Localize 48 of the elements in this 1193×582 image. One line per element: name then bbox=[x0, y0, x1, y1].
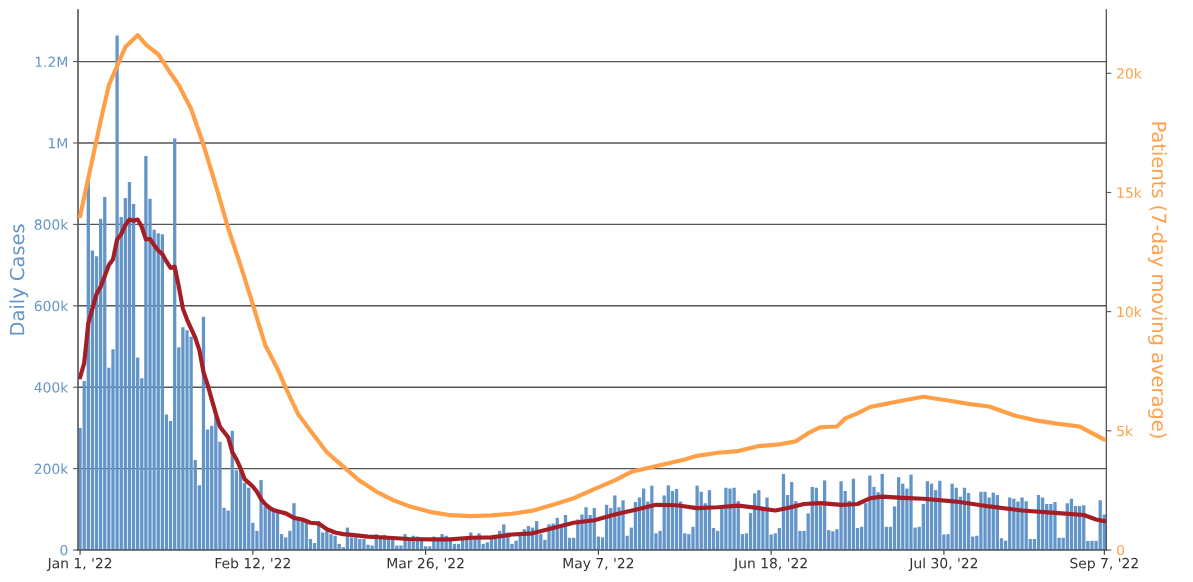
y2-tick-label: 20k bbox=[1117, 68, 1142, 79]
x-tick-label: May 7, '22 bbox=[563, 557, 634, 572]
bar bbox=[1020, 497, 1024, 550]
bar bbox=[127, 182, 132, 550]
y-tick-label: 0 bbox=[60, 544, 68, 556]
y-tick-label: 1M bbox=[49, 138, 67, 149]
bar bbox=[983, 491, 987, 550]
y-tick-label: 1.2M bbox=[35, 56, 67, 67]
x-tick-label: Mar 26, '22 bbox=[387, 557, 464, 570]
bar bbox=[333, 535, 337, 550]
y2-tick-label: 15k bbox=[1117, 187, 1142, 198]
bar bbox=[728, 488, 732, 550]
x-tick-label: Jul 30, '22 bbox=[908, 557, 978, 571]
bar bbox=[950, 483, 954, 550]
y2-tick-label: 0 bbox=[1117, 544, 1125, 556]
bar bbox=[839, 481, 843, 550]
bar bbox=[181, 327, 185, 550]
bar bbox=[868, 475, 872, 550]
y-tick-label: 200k bbox=[34, 463, 69, 475]
x-tick-label: Jan 1, '22 bbox=[46, 557, 112, 571]
bar bbox=[1090, 540, 1094, 550]
bar bbox=[979, 491, 983, 550]
bar bbox=[621, 500, 625, 550]
y-axis-title: Daily Cases bbox=[9, 224, 29, 335]
y2-axis-title: Patients (7-day moving average) bbox=[1148, 122, 1167, 438]
x-tick-label: Feb 12, '22 bbox=[215, 557, 290, 570]
x-tick-label: Jun 18, '22 bbox=[733, 557, 807, 571]
bar bbox=[724, 487, 728, 550]
bar bbox=[325, 530, 329, 550]
bar bbox=[144, 156, 148, 550]
y-tick-label: 600k bbox=[34, 300, 69, 312]
bar bbox=[1053, 501, 1057, 550]
bar bbox=[185, 330, 189, 550]
bar bbox=[329, 534, 333, 550]
bar bbox=[1016, 501, 1020, 550]
bar bbox=[115, 35, 119, 550]
y2-tick-label: 5k bbox=[1117, 425, 1133, 437]
bar bbox=[765, 497, 769, 550]
bar bbox=[362, 539, 366, 550]
bar bbox=[909, 474, 913, 550]
bar bbox=[292, 503, 296, 550]
y-tick-label: 800k bbox=[34, 219, 69, 230]
bar bbox=[514, 540, 518, 550]
y2-tick-label: 10k bbox=[1117, 306, 1142, 318]
x-tick-label: Sep 7, '22 bbox=[1070, 557, 1138, 572]
bar bbox=[732, 487, 736, 550]
y-tick-label: 400k bbox=[34, 381, 69, 393]
bar bbox=[695, 485, 699, 550]
